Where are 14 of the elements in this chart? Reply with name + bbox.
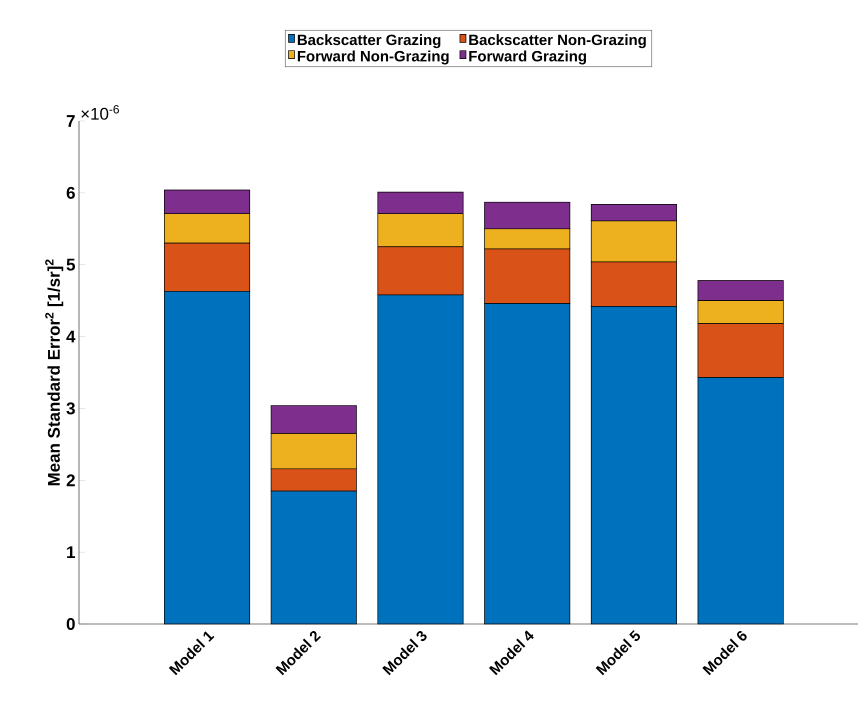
legend-label: Backscatter Non-Grazing bbox=[469, 34, 646, 48]
y-axis-title: Mean Standard Error$^{2}$ [1/sr]$^{2}$ bbox=[45, 260, 64, 486]
y-tick-label: 7 bbox=[66, 115, 75, 127]
legend-label: Backscatter Grazing bbox=[298, 34, 440, 48]
y-tick-label: 0 bbox=[66, 618, 75, 630]
y-tick-label: 6 bbox=[66, 186, 75, 199]
y-tick-label: 4 bbox=[66, 330, 76, 342]
legend-label: Forward Grazing bbox=[469, 50, 586, 64]
y-tick-label: 3 bbox=[66, 402, 75, 414]
legend-label: Forward Non-Grazing bbox=[298, 50, 449, 64]
text: ×10$^{-6}$ bbox=[81, 105, 119, 120]
y-tick-label: 2 bbox=[66, 474, 75, 486]
y-tick-label: 1 bbox=[67, 546, 76, 558]
y-tick-label: 5 bbox=[66, 258, 76, 271]
